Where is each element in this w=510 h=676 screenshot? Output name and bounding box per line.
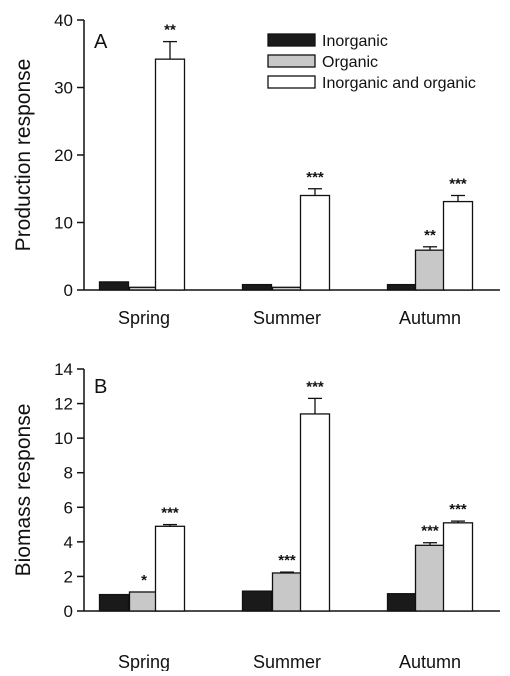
- bar: [241, 283, 273, 291]
- bar: [299, 194, 331, 291]
- x-tick-label: Autumn: [399, 308, 461, 328]
- bar: [386, 593, 418, 612]
- significance-label: **: [424, 227, 436, 244]
- legend-label: Inorganic: [322, 33, 388, 50]
- bar: [386, 283, 418, 291]
- bar: [271, 286, 303, 291]
- y-tick-label: 0: [64, 281, 73, 300]
- bar: [98, 593, 130, 612]
- y-tick-label: 14: [54, 360, 73, 379]
- bar: [128, 286, 160, 291]
- bar: [154, 525, 186, 612]
- significance-label: *: [141, 572, 147, 589]
- y-tick-label: 10: [54, 429, 73, 448]
- x-tick-label: Summer: [253, 652, 321, 671]
- y-axis-title: Biomass response: [12, 404, 35, 577]
- y-tick-label: 30: [54, 79, 73, 98]
- significance-label: **: [164, 22, 176, 39]
- bar: [414, 544, 446, 612]
- x-tick-label: Spring: [118, 652, 170, 671]
- bar: [241, 590, 273, 612]
- significance-label: ***: [306, 169, 324, 186]
- significance-label: ***: [449, 176, 467, 193]
- y-tick-label: 20: [54, 146, 73, 165]
- significance-label: ***: [278, 552, 296, 569]
- y-tick-label: 0: [64, 602, 73, 621]
- x-tick-label: Summer: [253, 308, 321, 328]
- legend: Inorganic Organic Inorganic and organic: [267, 33, 476, 92]
- bar: [414, 249, 446, 291]
- x-tick-label: Autumn: [399, 652, 461, 671]
- x-tick-label: Spring: [118, 308, 170, 328]
- legend-label: Inorganic and organic: [322, 75, 476, 92]
- y-tick-label: 8: [64, 464, 73, 483]
- legend-swatch: [267, 75, 316, 89]
- legend-swatch: [267, 33, 316, 47]
- significance-label: ***: [161, 505, 179, 522]
- y-axis-title: Production response: [12, 59, 35, 252]
- y-tick-label: 10: [54, 214, 73, 233]
- panel-letter: B: [94, 376, 107, 398]
- panel-letter: A: [94, 31, 108, 53]
- bar: [271, 572, 303, 612]
- y-tick-label: 4: [64, 533, 73, 552]
- bar: [154, 58, 186, 291]
- bar: [442, 200, 474, 291]
- y-tick-label: 6: [64, 498, 73, 517]
- significance-label: ***: [421, 523, 439, 540]
- bar: [98, 281, 130, 291]
- legend-label: Organic: [322, 54, 378, 71]
- significance-label: ***: [306, 378, 324, 395]
- significance-label: ***: [449, 501, 467, 518]
- y-tick-label: 2: [64, 567, 73, 586]
- y-tick-label: 12: [54, 395, 73, 414]
- legend-swatch: [267, 54, 316, 68]
- bar: [299, 413, 331, 612]
- bar: [442, 522, 474, 612]
- y-tick-label: 40: [54, 11, 73, 30]
- bar: [128, 591, 160, 612]
